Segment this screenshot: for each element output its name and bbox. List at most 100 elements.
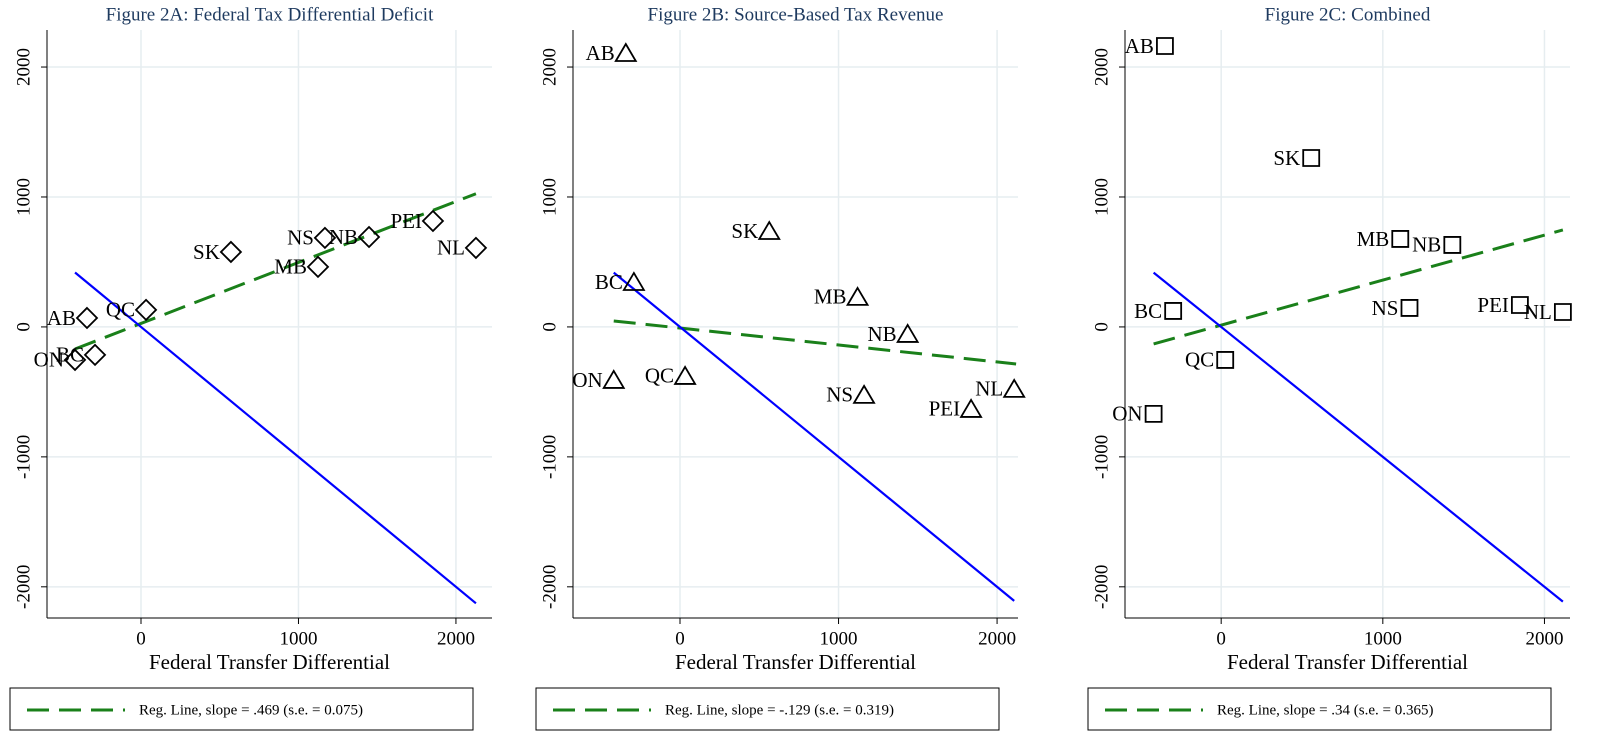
point	[1400, 299, 1419, 317]
point-label: MB	[814, 285, 847, 309]
legend-label: Reg. Line, slope = .469 (s.e. = 0.075)	[139, 702, 363, 718]
point-label: MB	[1357, 227, 1390, 251]
point-label: QC	[106, 298, 135, 322]
line	[613, 271, 1015, 602]
point	[1156, 37, 1174, 55]
legend-box	[9, 687, 474, 731]
x-axis-label: Federal Transfer Differential	[675, 650, 916, 674]
point	[1002, 378, 1026, 398]
point	[673, 365, 697, 385]
y-tick-label: -1000	[1091, 435, 1112, 479]
y-tick-label: 2000	[539, 48, 560, 86]
point-label: NL	[1524, 300, 1552, 324]
point-label: ON	[34, 348, 64, 372]
legend-label: Reg. Line, slope = .34 (s.e. = 0.365)	[1217, 702, 1433, 718]
legend-box	[1087, 687, 1552, 731]
point	[896, 323, 920, 343]
y-tick-label: 0	[1091, 322, 1112, 332]
x-tick-label: 2000	[1525, 628, 1563, 649]
point	[134, 298, 158, 322]
y-tick-label: -2000	[539, 565, 560, 609]
line	[74, 271, 477, 605]
line	[1153, 228, 1564, 346]
point-label: AB	[586, 41, 615, 65]
point-label: AB	[1125, 34, 1154, 58]
point	[1216, 351, 1235, 369]
point	[1553, 303, 1572, 321]
x-axis-label: Federal Transfer Differential	[1227, 650, 1468, 674]
y-tick-label: -2000	[1091, 565, 1112, 609]
y-tick-label: -2000	[13, 565, 34, 609]
x-tick-label: 2000	[978, 628, 1016, 649]
point-label: QC	[1185, 348, 1214, 372]
chart-title: Figure 2B: Source-Based Tax Revenue	[648, 4, 944, 25]
point-label: SK	[193, 240, 220, 264]
point-label: NS	[287, 226, 314, 250]
point	[959, 398, 983, 418]
line	[1152, 271, 1564, 603]
point	[852, 384, 876, 404]
y-tick-label: 1000	[539, 178, 560, 216]
point-label: NS	[1372, 296, 1399, 320]
point-label: AB	[47, 306, 76, 330]
point	[75, 306, 99, 330]
y-tick-label: 2000	[1091, 48, 1112, 86]
point	[421, 209, 445, 233]
point	[757, 220, 781, 240]
x-axis-label: Federal Transfer Differential	[149, 650, 390, 674]
y-tick-label: 1000	[13, 178, 34, 216]
point-label: PEI	[929, 397, 961, 421]
point	[1510, 296, 1529, 314]
x-tick-label: 0	[675, 628, 685, 649]
point	[83, 343, 107, 367]
point	[63, 348, 87, 372]
y-tick-label: 2000	[13, 48, 34, 86]
point	[614, 42, 638, 62]
point-label: PEI	[390, 209, 422, 233]
point-label: BC	[1134, 299, 1162, 323]
point	[1144, 404, 1163, 423]
point	[622, 271, 646, 291]
y-tick-label: 0	[539, 322, 560, 332]
point-label: NB	[1412, 233, 1441, 257]
point-label: SK	[1273, 146, 1300, 170]
point-label: NL	[975, 377, 1003, 401]
point-label: NB	[329, 225, 358, 249]
x-tick-label: 0	[136, 628, 146, 649]
x-tick-label: 2000	[437, 628, 475, 649]
point-label: BC	[56, 343, 84, 367]
chart-title: Figure 2A: Federal Tax Differential Defi…	[106, 4, 434, 25]
legend-box	[535, 687, 1000, 731]
point-label: QC	[645, 364, 674, 388]
y-tick-label: -1000	[13, 435, 34, 479]
y-tick-label: 0	[13, 322, 34, 332]
point	[313, 226, 337, 250]
y-tick-label: 1000	[1091, 178, 1112, 216]
x-tick-label: 1000	[279, 628, 317, 649]
point	[357, 225, 381, 249]
point-label: ON	[1112, 402, 1142, 426]
x-tick-label: 1000	[1364, 628, 1402, 649]
point	[1443, 236, 1462, 254]
point	[845, 286, 870, 306]
point-label: SK	[731, 219, 758, 243]
point-label: PEI	[1477, 293, 1509, 317]
point	[1164, 302, 1183, 320]
point-label: ON	[572, 368, 602, 392]
y-tick-label: -1000	[539, 435, 560, 479]
line	[74, 192, 477, 351]
point	[1302, 149, 1321, 167]
point-label: BC	[595, 270, 623, 294]
point-label: NL	[437, 236, 465, 260]
point	[602, 369, 626, 389]
x-tick-label: 1000	[820, 628, 858, 649]
point-label: NB	[867, 322, 896, 346]
legend-label: Reg. Line, slope = -.129 (s.e. = 0.319)	[665, 702, 894, 718]
chart-title: Figure 2C: Combined	[1265, 4, 1431, 25]
point	[464, 236, 488, 260]
point-label: MB	[274, 255, 307, 279]
point	[1391, 230, 1410, 248]
point-label: NS	[826, 383, 853, 407]
point	[306, 255, 330, 279]
